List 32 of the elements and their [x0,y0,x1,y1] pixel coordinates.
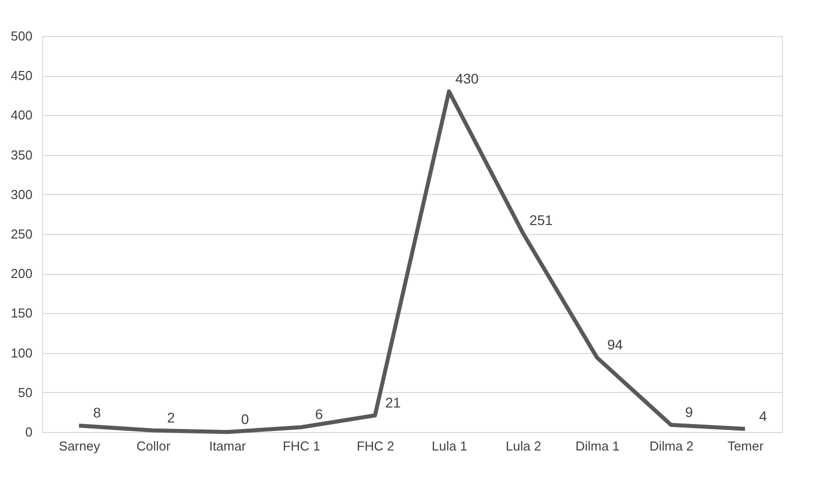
y-tick-label: 350 [10,147,32,162]
line-series [77,89,747,434]
data-label: 6 [315,406,324,422]
x-tick-label: Temer [727,438,764,454]
y-tick-label: 0 [25,424,32,440]
data-label: 430 [455,70,479,86]
x-tick-label: FHC 1 [282,438,320,454]
y-tick-label: 300 [10,186,32,202]
y-tick-label: 150 [10,306,32,321]
x-tick-label: Lula 2 [506,438,542,454]
data-label: 4 [759,408,768,424]
y-tick-label: 250 [10,226,32,242]
data-label: 2 [167,409,176,426]
y-tick-label: 500 [10,28,32,44]
x-tick-label: Collor [136,438,172,454]
data-label: 0 [241,411,250,427]
y-tick-label: 200 [10,266,32,282]
x-tick-label: Sarney [58,438,101,454]
data-label: 9 [685,404,694,420]
y-tick-label: 400 [10,108,32,123]
data-label: 251 [529,212,553,228]
x-tick-label: FHC 2 [356,438,394,454]
data-label: 8 [93,404,102,421]
x-tick-label: Lula 1 [432,438,468,454]
data-label: 94 [607,336,623,353]
x-tick-label: Dilma 2 [649,438,694,454]
data-label: 21 [385,394,401,410]
y-tick-label: 450 [10,68,32,84]
x-tick-label: Dilma 1 [575,438,620,454]
y-tick-label: 50 [18,384,32,400]
x-tick-label: Itamar [209,438,247,454]
y-tick-label: 100 [10,345,32,360]
